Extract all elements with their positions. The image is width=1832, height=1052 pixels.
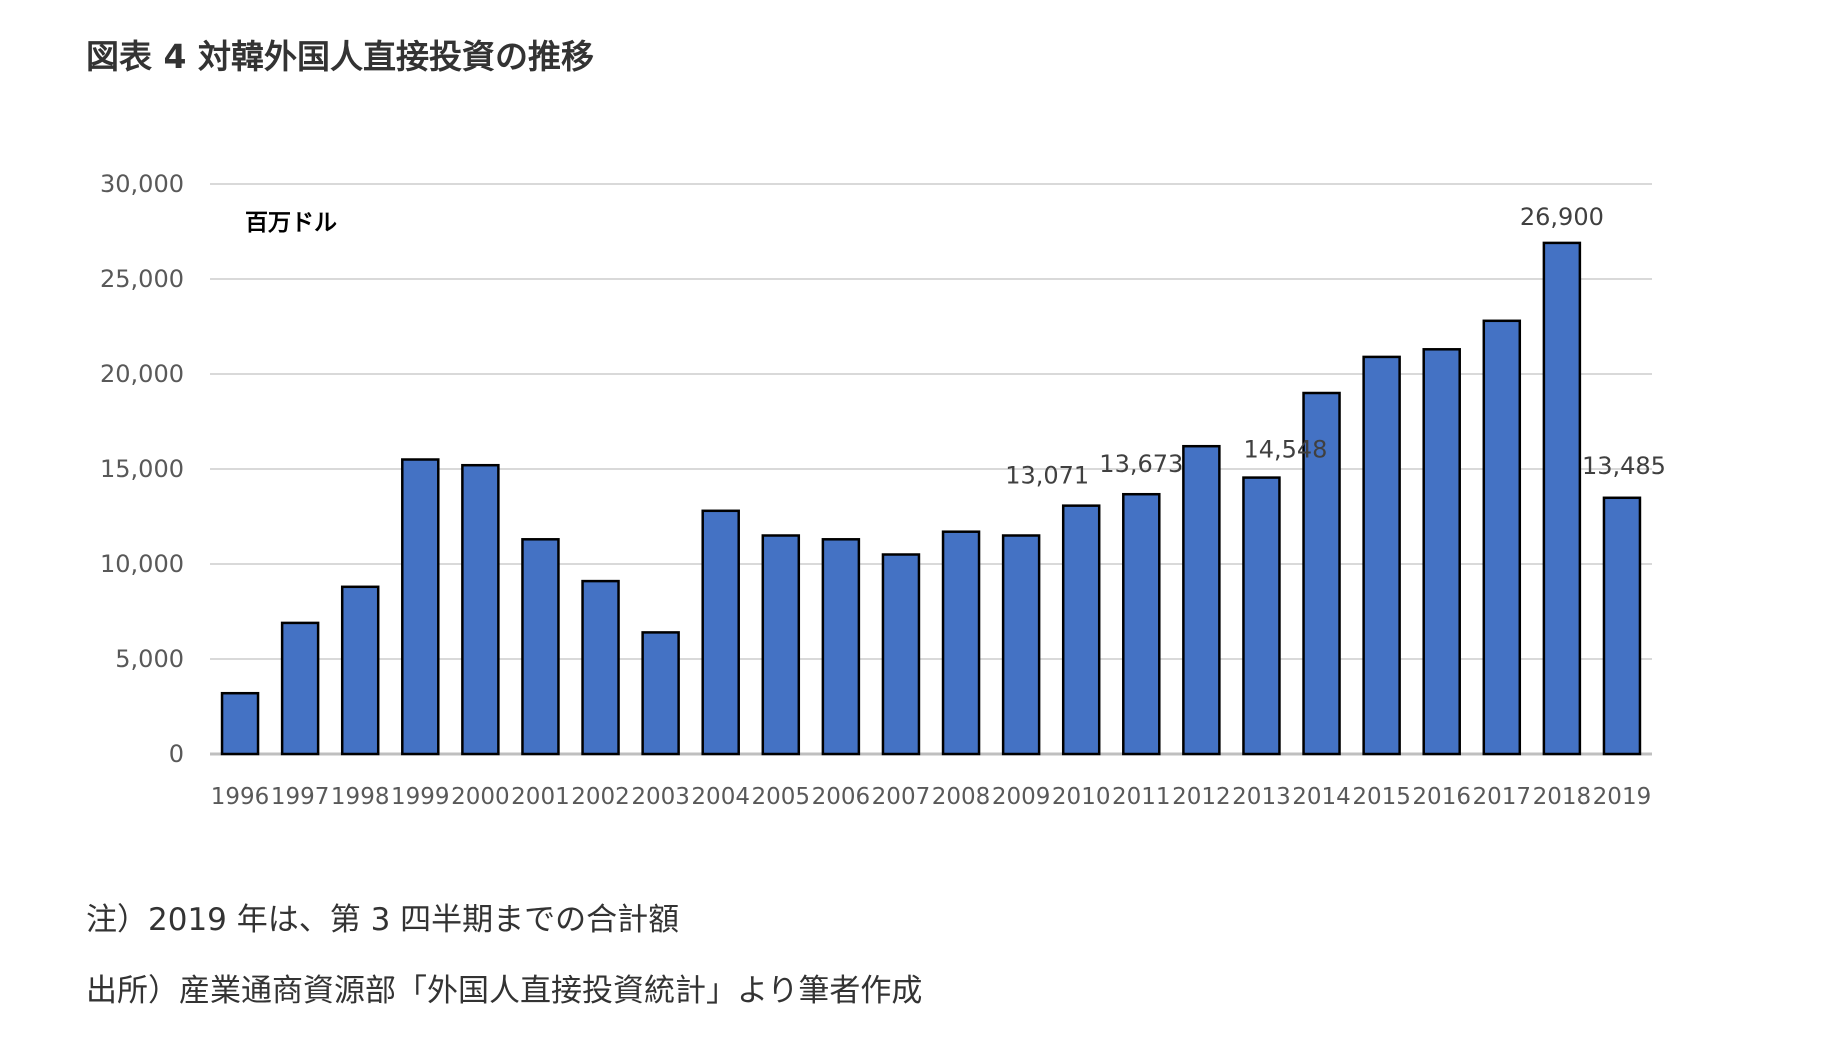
bar-2009	[1001, 534, 1041, 756]
data-labels: 13,071 13,673 14,548 26,900 13,485	[1005, 203, 1666, 490]
x-tick-label: 2009	[992, 784, 1051, 810]
figure-title: 図表 4 対韓外国人直接投資の推移	[86, 37, 594, 76]
bar-2015	[1362, 355, 1401, 756]
x-axis-ticks: 1996 1997 1998 1999 2000 2001 2002 2003 2004 2005…	[211, 784, 1651, 810]
bar-2004	[701, 509, 740, 756]
bar-2002	[581, 579, 620, 756]
x-tick-label: 2002	[571, 784, 630, 810]
x-tick-label: 2003	[631, 784, 690, 810]
bar-2008	[941, 530, 981, 756]
bar-2018	[1542, 241, 1582, 756]
bar-2013	[1242, 476, 1281, 756]
y-tick-label: 30,000	[100, 170, 184, 198]
footnote: 注）2019 年は、第 3 四半期までの合計額	[86, 902, 680, 938]
x-tick-label: 2019	[1593, 784, 1652, 810]
x-tick-label: 1999	[391, 784, 450, 810]
x-tick-label: 2016	[1412, 784, 1471, 810]
bar-2012	[1182, 444, 1221, 756]
data-label-2010: 13,071	[1005, 462, 1089, 490]
data-label-2018: 26,900	[1520, 203, 1604, 231]
bar-2003	[641, 631, 680, 756]
y-tick-label: 5,000	[115, 645, 184, 673]
bars	[220, 241, 1642, 756]
bar-2019	[1602, 496, 1642, 756]
y-tick-label: 25,000	[100, 265, 184, 293]
y-tick-label: 20,000	[100, 360, 184, 388]
bar-2001	[521, 538, 560, 756]
bar-2007	[881, 553, 921, 756]
data-label-2013: 14,548	[1243, 436, 1327, 464]
x-tick-label: 2007	[872, 784, 931, 810]
x-tick-label: 2000	[451, 784, 510, 810]
bar-2017	[1482, 319, 1522, 756]
x-tick-label: 2004	[691, 784, 750, 810]
y-tick-label: 15,000	[100, 455, 184, 483]
x-tick-label: 1997	[271, 784, 330, 810]
x-tick-label: 2008	[932, 784, 991, 810]
bar-1998	[340, 585, 380, 756]
bar-chart: 0 5,000 10,000 15,000 20,000 25,000 30,000 199…	[100, 170, 1666, 810]
bar-2006	[821, 538, 861, 756]
bar-2005	[761, 534, 801, 756]
x-tick-label: 2015	[1352, 784, 1411, 810]
x-tick-label: 2014	[1292, 784, 1351, 810]
bar-2000	[461, 463, 500, 756]
bar-2010	[1061, 504, 1101, 756]
x-tick-label: 2001	[511, 784, 570, 810]
bar-2016	[1422, 348, 1461, 756]
y-tick-label: 10,000	[100, 550, 184, 578]
x-tick-label: 1996	[211, 784, 270, 810]
x-tick-label: 2017	[1473, 784, 1532, 810]
x-tick-label: 2012	[1172, 784, 1231, 810]
x-tick-label: 1998	[331, 784, 390, 810]
source-note: 出所）産業通商資源部「外国人直接投資統計」より筆者作成	[86, 973, 923, 1009]
bar-1997	[280, 621, 320, 756]
bar-2014	[1302, 391, 1341, 756]
gridlines	[210, 183, 1652, 756]
y-axis-ticks: 0 5,000 10,000 15,000 20,000 25,000 30,000	[100, 170, 184, 768]
bar-1996	[220, 691, 260, 756]
bar-1999	[401, 458, 440, 756]
x-tick-label: 2006	[812, 784, 871, 810]
bar-2011	[1122, 492, 1161, 756]
x-tick-label: 2010	[1052, 784, 1111, 810]
x-tick-label: 2018	[1533, 784, 1592, 810]
x-tick-label: 2011	[1112, 784, 1171, 810]
data-label-2011: 13,673	[1099, 450, 1183, 478]
x-tick-label: 2005	[752, 784, 811, 810]
unit-label: 百万ドル	[245, 210, 337, 236]
data-label-2019: 13,485	[1582, 452, 1666, 480]
x-tick-label: 2013	[1232, 784, 1291, 810]
y-tick-label: 0	[169, 740, 184, 768]
